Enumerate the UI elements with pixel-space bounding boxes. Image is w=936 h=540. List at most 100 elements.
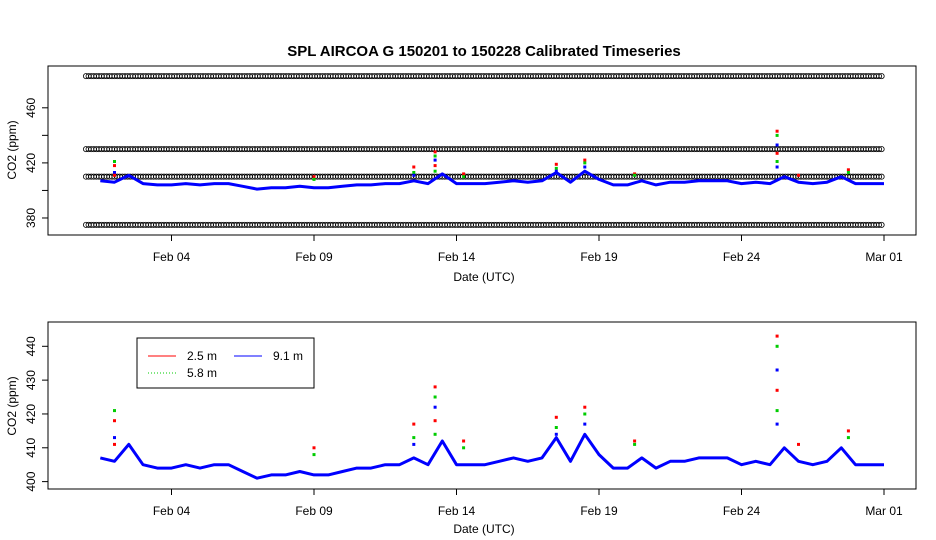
bottom-spike-point bbox=[583, 412, 587, 416]
bottom-spike-point bbox=[412, 436, 416, 440]
bottom-y-tick-label: 400 bbox=[24, 471, 38, 491]
bottom-spike-point bbox=[433, 432, 437, 436]
top-x-axis: Feb 04 Feb 09 Feb 14 Feb 19 Feb 24 Mar 01 bbox=[153, 235, 903, 264]
top-spike-point bbox=[433, 169, 437, 173]
top-spike-point bbox=[312, 175, 316, 179]
bottom-x-tick-label: Mar 01 bbox=[865, 504, 903, 518]
top-panel: Feb 04 Feb 09 Feb 14 Feb 19 Feb 24 Mar 01 380… bbox=[5, 65, 917, 284]
bottom-spike-point bbox=[797, 442, 800, 446]
bottom-spike-point bbox=[312, 446, 316, 450]
bottom-spike-point bbox=[412, 442, 416, 446]
bottom-y-tick-label: 410 bbox=[24, 437, 38, 457]
bottom-spike-point bbox=[113, 442, 116, 446]
bottom-x-tick-label: Feb 24 bbox=[723, 504, 761, 518]
bottom-spike-point bbox=[775, 422, 779, 426]
bottom-y-axis-label: CO2 (ppm) bbox=[5, 376, 19, 435]
top-spike-point bbox=[583, 165, 587, 169]
legend-label-5-8m: 5.8 m bbox=[187, 366, 217, 380]
reference-marker-row bbox=[83, 173, 885, 180]
bottom-spike-point bbox=[583, 422, 587, 426]
legend-label-9-1m: 9.1 m bbox=[273, 349, 303, 363]
bottom-spike-point bbox=[554, 415, 558, 419]
bottom-spike-point bbox=[775, 409, 779, 413]
bottom-x-tick-label: Feb 04 bbox=[153, 504, 191, 518]
bottom-spike-point bbox=[583, 405, 587, 409]
reference-marker bbox=[876, 173, 883, 180]
top-spike-point bbox=[433, 164, 437, 168]
top-y-tick-label: 460 bbox=[24, 97, 38, 117]
bottom-spike-point bbox=[775, 334, 779, 338]
bottom-spike-point bbox=[433, 419, 437, 423]
reference-marker bbox=[876, 73, 883, 80]
top-spike-point bbox=[433, 158, 437, 162]
bottom-spike-point bbox=[633, 439, 637, 443]
bottom-spike-point bbox=[554, 432, 558, 436]
top-spike-point bbox=[846, 168, 850, 172]
top-spike-point bbox=[113, 160, 116, 163]
top-spike-point bbox=[775, 165, 779, 169]
top-spike-point bbox=[633, 173, 637, 177]
top-spike-point bbox=[113, 173, 116, 177]
bottom-x-axis-label: Date (UTC) bbox=[453, 522, 514, 536]
top-x-tick-label: Feb 04 bbox=[153, 250, 191, 264]
top-x-tick-label: Feb 14 bbox=[438, 250, 476, 264]
top-x-tick-label: Feb 24 bbox=[723, 250, 761, 264]
top-spike-point bbox=[775, 143, 779, 147]
top-x-axis-label: Date (UTC) bbox=[453, 270, 514, 284]
top-x-tick-label: Feb 19 bbox=[580, 250, 618, 264]
bottom-spike-point bbox=[775, 344, 779, 348]
top-y-tick-label: 420 bbox=[24, 153, 38, 173]
bottom-series-line-9-1m bbox=[99, 432, 884, 480]
top-x-tick-label: Feb 09 bbox=[295, 250, 333, 264]
legend: 2.5 m 9.1 m 5.8 m bbox=[136, 337, 315, 389]
top-spike-point bbox=[113, 164, 116, 168]
bottom-spike-point bbox=[846, 436, 850, 440]
top-y-tick-label: 380 bbox=[24, 208, 38, 228]
top-reference-markers bbox=[83, 73, 885, 228]
bottom-series bbox=[99, 334, 884, 480]
top-spike-point bbox=[554, 169, 558, 173]
top-spike-point bbox=[113, 171, 116, 174]
bottom-x-tick-label: Feb 19 bbox=[580, 504, 618, 518]
top-plot-frame bbox=[47, 65, 917, 236]
bottom-spike-point bbox=[433, 395, 437, 399]
bottom-spike-point bbox=[312, 453, 316, 457]
legend-box bbox=[136, 337, 315, 389]
top-spike-point bbox=[797, 173, 800, 177]
top-spike-point bbox=[412, 165, 416, 169]
bottom-spike-point bbox=[554, 426, 558, 429]
top-spike-point bbox=[775, 160, 779, 163]
bottom-spike-point bbox=[433, 385, 437, 389]
bottom-spike-point bbox=[462, 439, 466, 443]
bottom-spike-point bbox=[113, 419, 116, 423]
bottom-x-tick-label: Feb 14 bbox=[438, 504, 476, 518]
reference-marker bbox=[878, 73, 885, 80]
top-spike-point bbox=[462, 172, 466, 176]
top-y-axis-label: CO2 (ppm) bbox=[5, 120, 19, 179]
legend-label-2-5m: 2.5 m bbox=[187, 349, 217, 363]
top-spike-point bbox=[412, 173, 416, 177]
top-spike-point bbox=[775, 133, 779, 137]
top-x-tick-label: Mar 01 bbox=[865, 250, 903, 264]
reference-marker bbox=[878, 173, 885, 180]
top-series bbox=[100, 129, 884, 191]
bottom-spike-point bbox=[412, 422, 416, 426]
bottom-spike-point bbox=[775, 368, 779, 372]
bottom-spike-point bbox=[433, 405, 437, 409]
top-spike-point bbox=[846, 171, 850, 174]
reference-marker bbox=[878, 221, 885, 228]
bottom-spike-point bbox=[775, 388, 779, 392]
bottom-x-axis: Feb 04 Feb 09 Feb 14 Feb 19 Feb 24 Mar 01 bbox=[153, 489, 903, 518]
top-spike-point bbox=[433, 150, 437, 154]
bottom-spike-point bbox=[113, 436, 116, 440]
top-series-line-9-1m bbox=[100, 169, 884, 191]
top-spike-point bbox=[775, 151, 779, 155]
bottom-x-tick-label: Feb 09 bbox=[295, 504, 333, 518]
bottom-spike-point bbox=[846, 429, 850, 433]
top-spike-point bbox=[462, 175, 466, 179]
top-spike-point bbox=[312, 177, 316, 181]
reference-marker-row bbox=[83, 221, 885, 228]
top-spike-point bbox=[775, 129, 779, 133]
reference-marker bbox=[878, 146, 885, 153]
